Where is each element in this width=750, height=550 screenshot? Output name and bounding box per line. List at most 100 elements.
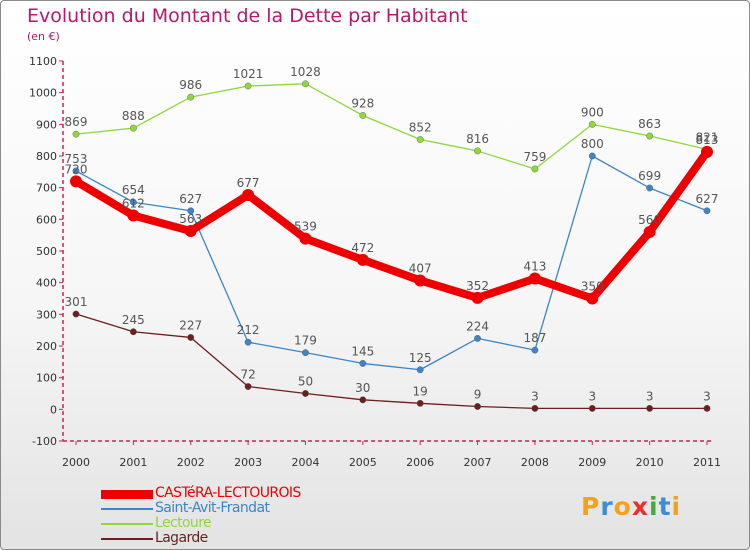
data-label: 9 xyxy=(474,387,482,401)
data-label: 19 xyxy=(413,384,428,398)
y-tick-label: 500 xyxy=(36,245,57,258)
data-label: 720 xyxy=(65,162,88,176)
data-point xyxy=(187,93,195,101)
data-point xyxy=(359,112,367,119)
data-point xyxy=(302,349,309,357)
data-point xyxy=(72,310,80,318)
legend-label: Saint-Avit-Frandat xyxy=(155,500,270,516)
data-label: 472 xyxy=(351,241,374,255)
data-label: 852 xyxy=(409,121,432,135)
data-point xyxy=(302,80,309,88)
data-label: 863 xyxy=(638,117,661,131)
data-label: 145 xyxy=(351,344,374,358)
legend-label: CASTéRA-LECTOUROIS xyxy=(155,485,301,501)
data-label: 813 xyxy=(696,133,719,147)
y-tick-label: 600 xyxy=(36,213,57,226)
x-tick-label: 2011 xyxy=(693,456,721,469)
data-label: 759 xyxy=(523,150,546,164)
data-point xyxy=(703,404,711,412)
data-point xyxy=(646,132,654,140)
y-tick-label: 1100 xyxy=(29,55,57,68)
data-point xyxy=(646,184,654,192)
data-point xyxy=(643,226,656,238)
data-label: 677 xyxy=(237,176,260,190)
data-point xyxy=(129,328,137,336)
data-label: 612 xyxy=(122,197,145,211)
data-label: 72 xyxy=(240,368,255,382)
data-label: 563 xyxy=(179,212,202,226)
data-label: 753 xyxy=(65,152,88,166)
data-point xyxy=(416,399,424,407)
data-label: 627 xyxy=(179,192,202,206)
legend-swatch xyxy=(101,489,153,499)
data-point xyxy=(129,124,137,132)
x-tick-label: 2007 xyxy=(464,456,492,469)
data-point xyxy=(129,198,137,206)
data-point xyxy=(703,207,711,215)
data-label: 699 xyxy=(638,169,661,183)
logo-letter: t xyxy=(658,492,672,521)
data-point xyxy=(72,130,80,138)
x-tick-label: 2003 xyxy=(234,456,262,469)
data-label: 816 xyxy=(466,132,489,146)
data-label: 245 xyxy=(122,313,145,327)
data-point xyxy=(474,147,481,155)
data-point xyxy=(302,390,309,397)
x-tick-label: 2002 xyxy=(177,456,205,469)
legend-label: Lectoure xyxy=(155,515,212,531)
data-point xyxy=(356,253,369,266)
data-point xyxy=(244,82,252,90)
data-label: 227 xyxy=(179,318,202,332)
data-point xyxy=(242,188,255,201)
data-point xyxy=(588,404,596,412)
legend-swatch xyxy=(101,523,153,525)
data-label: 986 xyxy=(179,78,202,92)
y-tick-label: 900 xyxy=(36,118,57,131)
data-label: 125 xyxy=(409,351,432,365)
data-point xyxy=(588,120,596,128)
data-label: 3 xyxy=(531,389,539,403)
x-tick-label: 2006 xyxy=(406,456,434,469)
proxiti-logo: Proxiti xyxy=(581,492,681,521)
y-tick-label: 400 xyxy=(36,277,57,290)
data-label: 212 xyxy=(237,323,260,337)
logo-letter: r xyxy=(600,492,614,521)
data-label: 900 xyxy=(581,105,604,119)
data-label: 301 xyxy=(65,295,88,309)
series-line-2 xyxy=(75,83,708,170)
data-label: 800 xyxy=(581,137,604,151)
data-label: 928 xyxy=(351,96,374,110)
series-line-1 xyxy=(75,155,708,371)
data-label: 3 xyxy=(646,389,654,403)
data-label: 1028 xyxy=(290,65,321,79)
data-label: 224 xyxy=(466,319,489,333)
data-label: 654 xyxy=(122,183,145,197)
data-point xyxy=(416,136,424,143)
y-tick-label: 700 xyxy=(36,182,57,195)
data-label: 413 xyxy=(523,260,546,274)
x-tick-label: 2008 xyxy=(521,456,549,469)
data-label: 179 xyxy=(294,334,317,348)
logo-letter: x xyxy=(631,492,649,521)
data-label: 627 xyxy=(696,192,719,206)
series-line-0 xyxy=(72,147,711,303)
y-tick-label: 1000 xyxy=(29,87,57,100)
x-tick-label: 2010 xyxy=(636,456,664,469)
y-tick-label: 0 xyxy=(50,403,57,416)
logo-letter: P xyxy=(581,492,601,521)
data-point xyxy=(299,232,312,245)
data-point xyxy=(471,291,484,304)
y-tick-label: 800 xyxy=(36,150,57,163)
legend-swatch xyxy=(101,538,153,540)
data-point xyxy=(646,404,654,412)
data-point xyxy=(586,292,599,305)
data-point xyxy=(588,152,596,160)
data-point xyxy=(531,346,539,354)
logo-letter: i xyxy=(649,492,659,521)
data-point xyxy=(127,209,140,222)
x-tick-label: 2001 xyxy=(119,456,147,469)
data-point xyxy=(244,338,252,346)
data-point xyxy=(416,366,424,374)
data-point xyxy=(244,383,252,390)
